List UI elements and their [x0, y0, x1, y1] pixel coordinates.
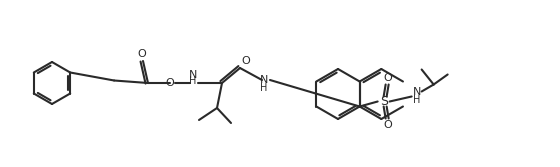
Text: N: N: [413, 87, 421, 97]
Text: O: O: [138, 49, 146, 59]
Text: H: H: [189, 76, 197, 86]
Text: N: N: [260, 75, 268, 85]
Text: H: H: [260, 83, 268, 93]
Text: O: O: [166, 78, 174, 88]
Text: H: H: [413, 95, 421, 105]
Text: O: O: [241, 56, 250, 66]
Text: N: N: [189, 70, 197, 80]
Text: O: O: [383, 121, 392, 130]
Text: S: S: [380, 95, 388, 108]
Text: O: O: [383, 72, 392, 82]
